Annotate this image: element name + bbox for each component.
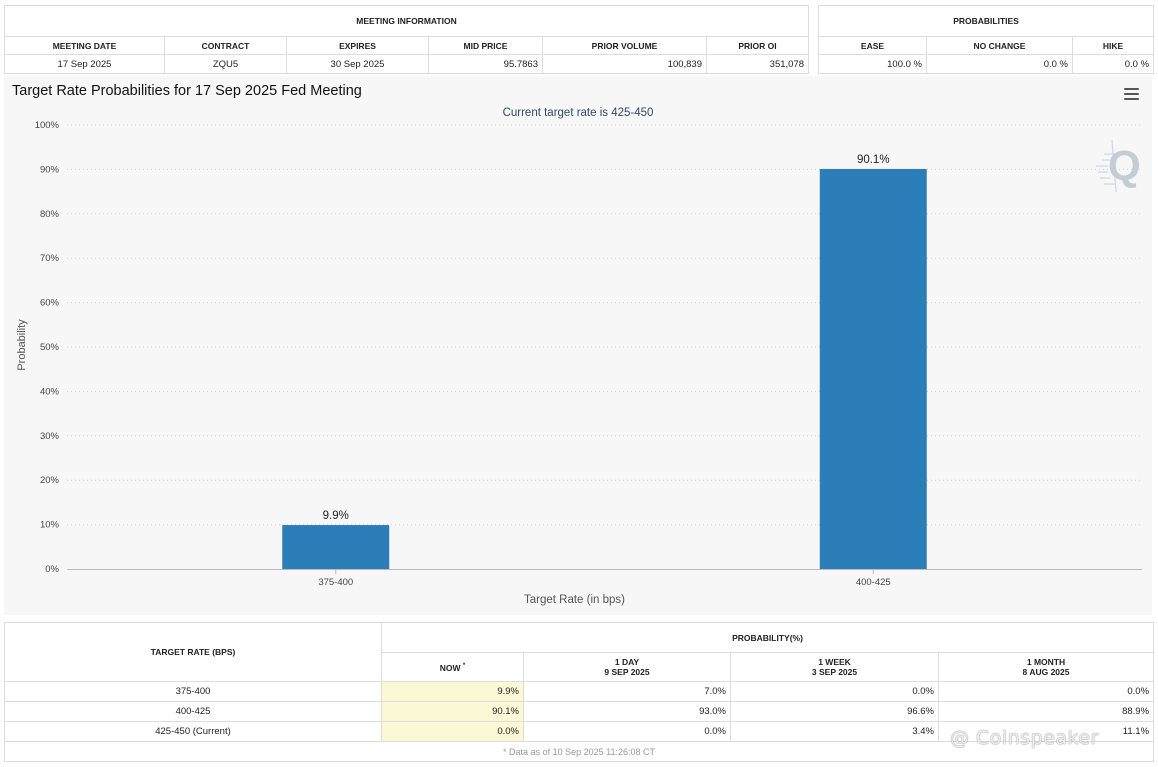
x-tick-label: 375-400 xyxy=(318,577,353,588)
table-row: 375-400 9.9% 7.0% 0.0% 0.0% xyxy=(4,681,1155,702)
y-tick-label: 80% xyxy=(40,209,60,220)
row-1-day: 0.0% xyxy=(523,721,731,742)
menu-icon[interactable] xyxy=(1124,88,1139,100)
header-1-day: 1 DAY 9 SEP 2025 xyxy=(523,652,731,682)
meeting-information-title: MEETING INFORMATION xyxy=(3,5,810,37)
value-prior-oi: 351,078 xyxy=(705,54,810,74)
value-meeting-date: 17 Sep 2025 xyxy=(4,54,165,74)
y-tick-label: 30% xyxy=(40,431,60,442)
value-expires: 30 Sep 2025 xyxy=(286,54,429,74)
header-hike: HIKE xyxy=(1071,36,1155,55)
y-tick-label: 60% xyxy=(40,298,60,309)
header-target-rate: TARGET RATE (BPS) xyxy=(4,622,382,682)
y-axis-title: Probability xyxy=(16,319,28,371)
header-expires: EXPIRES xyxy=(286,36,429,55)
row-rate: 425-450 (Current) xyxy=(4,721,382,742)
y-tick-label: 40% xyxy=(40,386,60,397)
chart-panel: 0% 10% 20% 30% 40% 50% 60% 70% 80% 90% 100% 9.9% 375… xyxy=(4,76,1152,615)
value-contract: ZQU5 xyxy=(164,54,287,74)
table-row: 400-425 90.1% 93.0% 96.6% 88.9% xyxy=(4,701,1155,722)
bar xyxy=(819,168,927,569)
row-now: 9.9% xyxy=(381,681,524,702)
header-now: NOW * xyxy=(381,652,524,682)
header-no-change: NO CHANGE xyxy=(926,36,1073,55)
y-tick-label: 0% xyxy=(45,564,59,575)
probabilities-table: PROBABILITIES EASE NO CHANGE HIKE 100.0 … xyxy=(817,5,1155,74)
bar xyxy=(282,525,390,569)
footnote: * Data as of 10 Sep 2025 11:26:08 CT xyxy=(3,741,1155,762)
header-prior-oi: PRIOR OI xyxy=(705,36,810,55)
chart-subtitle: Current target rate is 425-450 xyxy=(502,107,654,119)
value-mid-price: 95.7863 xyxy=(428,54,543,74)
row-1-week: 3.4% xyxy=(730,721,939,742)
row-rate: 400-425 xyxy=(4,701,382,722)
x-tick-label: 400-425 xyxy=(856,577,891,588)
header-prior-volume: PRIOR VOLUME xyxy=(542,36,707,55)
row-1-month: 88.9% xyxy=(937,701,1155,722)
chart-title: Target Rate Probabilities for 17 Sep 202… xyxy=(12,83,362,99)
y-tick-label: 90% xyxy=(40,164,60,175)
row-1-week: 0.0% xyxy=(730,681,939,702)
value-no-change: 0.0 % xyxy=(926,54,1073,74)
data-label: 90.1% xyxy=(857,154,890,166)
value-ease: 100.0 % xyxy=(818,54,927,74)
watermark-text: @ Coinspeaker xyxy=(950,727,1099,749)
value-hike: 0.0 % xyxy=(1071,54,1155,74)
data-label: 9.9% xyxy=(323,510,349,522)
header-contract: CONTRACT xyxy=(164,36,287,55)
row-now: 90.1% xyxy=(381,701,524,722)
value-prior-volume: 100,839 xyxy=(542,54,707,74)
y-tick-label: 100% xyxy=(35,120,60,131)
row-1-week: 96.6% xyxy=(730,701,939,722)
q-logo-icon: Q xyxy=(1096,139,1141,193)
header-mid-price: MID PRICE xyxy=(428,36,543,55)
meeting-information-table: MEETING INFORMATION MEETING DATE CONTRAC… xyxy=(3,5,810,74)
row-rate: 375-400 xyxy=(4,681,382,702)
header-1-week: 1 WEEK 3 SEP 2025 xyxy=(730,652,939,682)
row-1-day: 7.0% xyxy=(523,681,731,702)
y-tick-label: 50% xyxy=(40,342,60,353)
y-tick-label: 70% xyxy=(40,253,60,264)
row-now: 0.0% xyxy=(381,721,524,742)
row-1-month: 0.0% xyxy=(937,681,1155,702)
target-rate-table: TARGET RATE (BPS) PROBABILITY(%) NOW * 1… xyxy=(3,622,1155,762)
y-tick-label: 20% xyxy=(40,475,60,486)
svg-text:Q: Q xyxy=(1108,142,1141,189)
header-ease: EASE xyxy=(818,36,927,55)
x-axis-title: Target Rate (in bps) xyxy=(524,594,625,606)
probabilities-title: PROBABILITIES xyxy=(817,5,1155,37)
y-tick-label: 10% xyxy=(40,520,60,531)
header-probability-group: PROBABILITY(%) xyxy=(380,622,1155,653)
bar-chart: 0% 10% 20% 30% 40% 50% 60% 70% 80% 90% 100% 9.9% 375… xyxy=(16,120,1142,606)
row-1-day: 93.0% xyxy=(523,701,731,722)
header-1-month: 1 MONTH 8 AUG 2025 xyxy=(937,652,1155,682)
header-meeting-date: MEETING DATE xyxy=(4,36,165,55)
